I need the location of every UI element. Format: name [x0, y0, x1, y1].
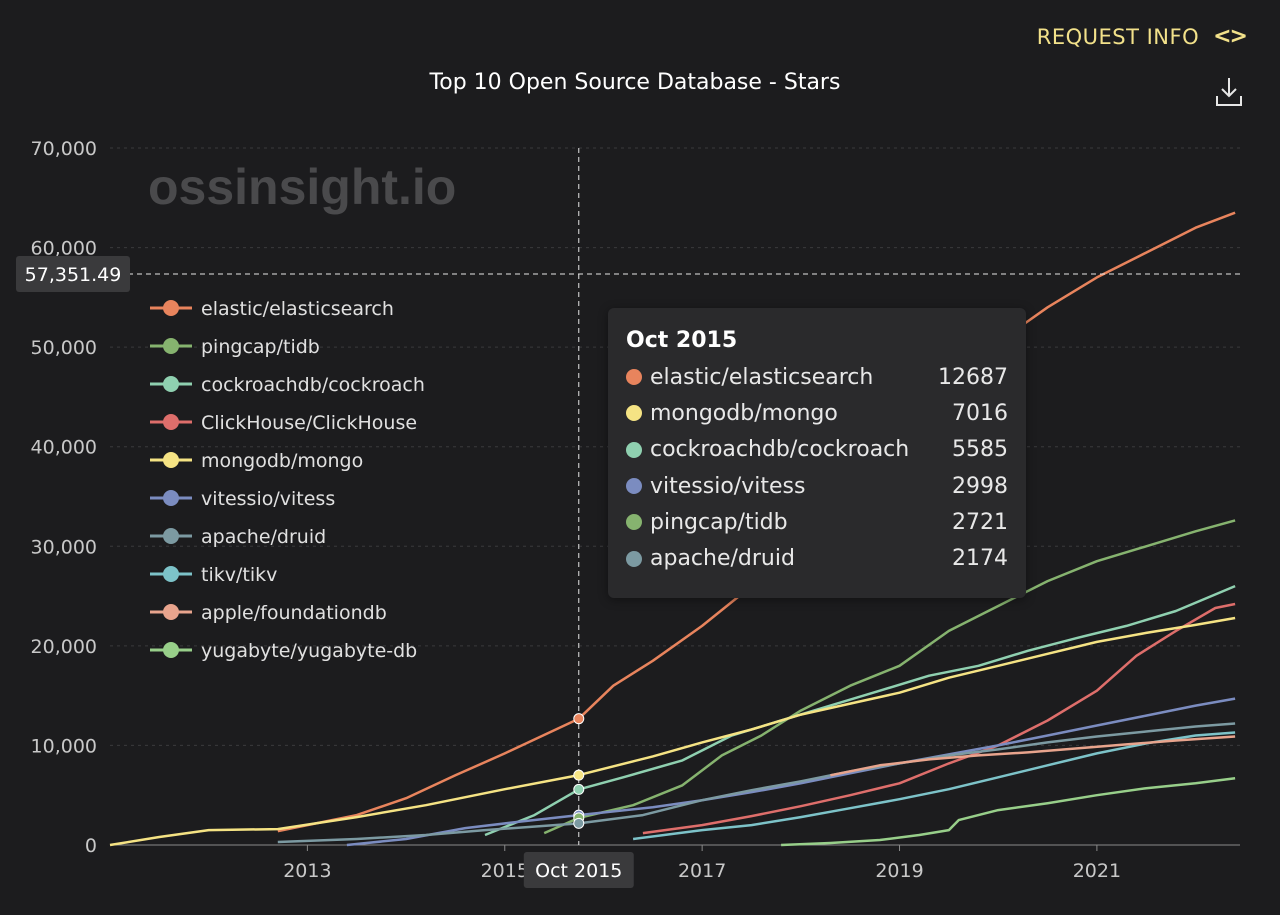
legend-marker	[163, 338, 179, 354]
code-brackets-icon: <>	[1213, 24, 1248, 49]
crosshair-point	[573, 817, 585, 829]
y-tick-label: 40,000	[31, 437, 97, 459]
series-line-mongodb-mongo[interactable]	[109, 616, 1236, 847]
y-axis: 0 10,000 20,000 30,000 40,000 50,000 60,000 70,…	[31, 138, 97, 857]
crosshair-point	[573, 713, 585, 725]
legend-marker	[163, 452, 179, 468]
tooltip-series-value: 12687	[938, 364, 1008, 390]
tooltip-row: pingcap/tidb 2721	[626, 504, 1008, 540]
tooltip-series-name: cockroachdb/cockroach	[650, 437, 910, 463]
y-tick-label: 50,000	[31, 337, 97, 359]
legend-marker	[163, 642, 179, 658]
chart-title: Top 10 Open Source Database - Stars	[429, 70, 841, 95]
series-lines	[109, 211, 1236, 847]
legend-item[interactable]: apache/druid	[150, 526, 326, 548]
y-tick-label: 70,000	[31, 138, 97, 160]
y-tick-label: 30,000	[31, 536, 97, 558]
crosshair-x-label-box	[523, 852, 634, 888]
tooltip-series-value: 7016	[952, 400, 1008, 426]
legend-marker	[163, 490, 179, 506]
legend-marker	[163, 566, 179, 582]
tooltip-series-dot	[626, 478, 642, 495]
legend-marker	[163, 604, 179, 620]
crosshair-point	[573, 769, 585, 781]
tooltip-series-dot	[626, 369, 642, 386]
crosshair-point	[573, 783, 585, 795]
crosshair-x-label: Oct 2015	[535, 860, 622, 882]
tooltip-row: apache/druid 2174	[626, 540, 1008, 576]
legend-label: apache/druid	[201, 526, 326, 548]
y-tick-label: 0	[85, 835, 97, 857]
crosshair-y-label-box	[16, 255, 130, 292]
tooltip-series-dot	[626, 550, 642, 567]
watermark: ossinsight.io	[148, 159, 456, 215]
tooltip-series-name: mongodb/mongo	[650, 400, 838, 426]
series-line-pingcap-tidb[interactable]	[543, 519, 1236, 835]
legend-label: yugabyte/yugabyte-db	[201, 640, 417, 662]
tooltip-series-value: 2721	[952, 509, 1008, 535]
legend-item[interactable]: mongodb/mongo	[150, 450, 363, 472]
request-info-button[interactable]: REQUEST INFO <>	[1036, 24, 1248, 49]
tooltip-row: vitessio/vitess 2998	[626, 468, 1008, 504]
tooltip-row: elastic/elasticsearch 12687	[626, 359, 1008, 395]
tooltip-series-dot	[626, 514, 642, 531]
legend-marker	[163, 376, 179, 392]
legend-marker	[163, 414, 179, 430]
legend-marker	[163, 528, 179, 544]
x-tick-label: 2017	[678, 860, 726, 882]
tooltip-series-name: elastic/elasticsearch	[650, 364, 874, 390]
tooltip-row: mongodb/mongo 7016	[626, 395, 1008, 431]
x-axis: 2013 2015 2017 2019 2021	[283, 845, 1121, 882]
legend-item[interactable]: vitessio/vitess	[150, 488, 335, 510]
x-tick-label: 2013	[283, 860, 331, 882]
legend-item[interactable]: ClickHouse/ClickHouse	[150, 412, 417, 434]
series-line-vitessio-vitess[interactable]	[346, 697, 1236, 847]
series-line-apple-foundationdb[interactable]	[830, 735, 1236, 777]
y-tick-label: 60,000	[31, 238, 97, 260]
legend-item[interactable]: cockroachdb/cockroach	[150, 374, 425, 396]
tooltip-series-value: 2174	[952, 546, 1008, 572]
x-tick-label: 2015	[481, 860, 529, 882]
crosshair-y-label: 57,351.49	[25, 264, 122, 286]
legend-item[interactable]: tikv/tikv	[150, 564, 277, 586]
tooltip-title: Oct 2015	[626, 328, 738, 353]
legend-label: apple/foundationdb	[201, 602, 387, 624]
x-tick-label: 2019	[875, 860, 923, 882]
y-tick-label: 20,000	[31, 636, 97, 658]
tooltip-series-name: vitessio/vitess	[650, 473, 806, 499]
legend-label: elastic/elasticsearch	[201, 298, 394, 320]
tooltip-series-value: 2998	[952, 473, 1008, 499]
tooltip-row: cockroachdb/cockroach 5585	[626, 432, 1008, 468]
legend-label: pingcap/tidb	[201, 336, 320, 358]
series-line-yugabyte-yugabyte-db[interactable]	[781, 777, 1236, 847]
y-tick-label: 10,000	[31, 735, 97, 757]
legend-label: ClickHouse/ClickHouse	[201, 412, 417, 434]
tooltip-series-value: 5585	[952, 437, 1008, 463]
legend-label: tikv/tikv	[201, 564, 277, 586]
x-tick-label: 2021	[1073, 860, 1121, 882]
legend-label: vitessio/vitess	[201, 488, 335, 510]
download-icon[interactable]	[1214, 76, 1244, 108]
legend-marker	[163, 300, 179, 316]
tooltip-series-dot	[626, 441, 642, 458]
request-info-label: REQUEST INFO	[1036, 24, 1200, 49]
tooltip-series-name: pingcap/tidb	[650, 509, 788, 535]
tooltip: Oct 2015 elastic/elasticsearch 12687 mongo…	[608, 308, 1026, 598]
legend-item[interactable]: elastic/elasticsearch	[150, 298, 394, 320]
grid-lines	[110, 147, 1240, 846]
legend-item[interactable]: yugabyte/yugabyte-db	[150, 640, 417, 662]
series-line-apache-druid[interactable]	[277, 722, 1236, 844]
legend-item[interactable]: apple/foundationdb	[150, 602, 387, 624]
legend-item[interactable]: pingcap/tidb	[150, 336, 320, 358]
series-line-tikv-tikv[interactable]	[632, 731, 1236, 841]
series-line-cockroachdb-cockroach[interactable]	[484, 584, 1236, 837]
legend: elastic/elasticsearch pingcap/tidb cockroa…	[150, 298, 425, 662]
crosshair: 57,351.49 Oct 2015	[16, 148, 1240, 888]
series-line-clickhouse-clickhouse[interactable]	[642, 602, 1236, 835]
tooltip-series-dot	[626, 405, 642, 422]
legend-label: mongodb/mongo	[201, 450, 363, 472]
legend-label: cockroachdb/cockroach	[201, 374, 425, 396]
tooltip-series-name: apache/druid	[650, 546, 795, 572]
